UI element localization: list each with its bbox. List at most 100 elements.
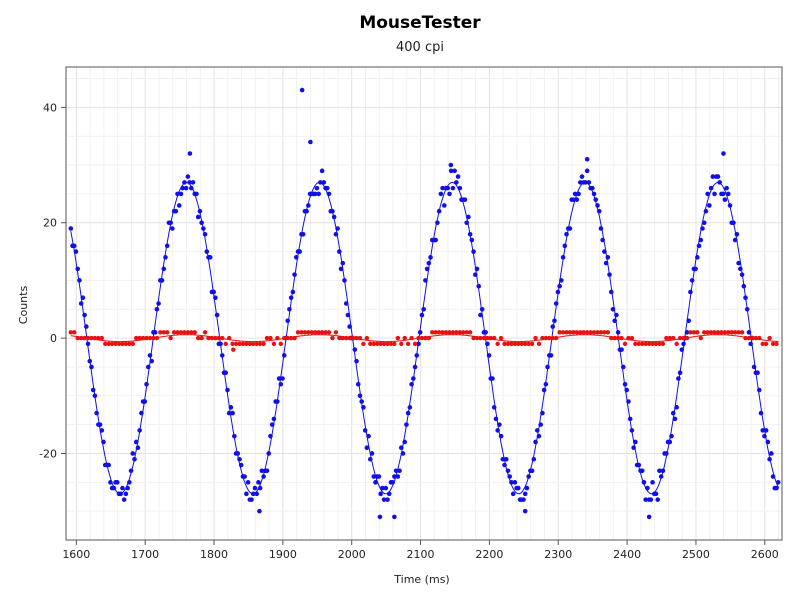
data-point-blue [467,231,473,237]
data-point-blue [390,480,395,485]
data-point-red [595,330,600,335]
data-point-blue [85,341,91,347]
data-point-blue [454,180,459,185]
data-point-blue [636,462,642,468]
data-point-blue [726,191,731,197]
data-point-red [557,330,562,335]
data-point-blue [68,226,74,231]
data-point-blue [101,439,106,445]
data-point-blue [472,272,478,277]
data-point-red [257,341,263,347]
data-point-red [509,341,514,347]
data-point-blue [512,480,518,485]
data-point-red [526,341,531,347]
chart-subtitle: 400 cpi [396,40,444,55]
data-point-blue [397,468,402,474]
data-point-blue [419,312,425,318]
data-point-blue [314,185,320,191]
data-point-blue [114,480,120,485]
data-point-blue [769,451,774,456]
data-point-blue [106,462,111,468]
data-point-blue [343,301,349,306]
data-point-blue [541,387,547,393]
data-point-blue [486,353,492,358]
data-point-red [474,335,480,341]
data-point-red [278,341,283,347]
data-point-blue [543,381,549,387]
data-point-red [726,330,731,335]
data-point-red [237,341,242,347]
data-point-red [371,341,376,347]
data-point-blue [152,330,158,335]
data-point-red [72,330,77,335]
data-point-red [763,341,769,347]
data-point-red [612,335,617,341]
data-point-blue [550,324,556,329]
data-point-blue [340,260,346,266]
data-point-blue [304,208,309,214]
data-point-blue [478,312,483,318]
data-point-red [151,335,156,341]
data-point-blue [603,260,609,266]
data-point-blue [137,428,142,433]
data-point-red [464,330,469,335]
data-point-blue [288,295,294,301]
data-point-blue [342,278,347,283]
data-point-blue [354,358,359,364]
data-point-red [461,330,466,335]
y-tick-label: 20 [43,217,57,230]
data-point-red [144,335,149,341]
data-point-red [116,341,122,347]
data-point-blue [612,318,618,324]
data-point-blue [404,422,409,427]
data-point-red [629,335,635,341]
data-point-red [323,330,328,335]
data-point-red [202,330,208,335]
data-point-red [739,330,745,335]
data-point-red [161,330,166,335]
data-point-red [120,341,125,347]
data-point-blue [82,312,87,318]
data-point-blue [746,330,752,335]
data-point-red [216,335,222,341]
data-point-red [337,335,342,341]
data-point-blue [452,168,457,174]
data-point-red [85,335,91,341]
data-point-blue [595,203,600,208]
data-point-blue [300,231,306,237]
data-point-blue [118,491,124,497]
data-point-red [433,330,438,335]
data-point-blue [763,428,769,433]
data-point-red [605,330,611,335]
data-point-red [750,335,755,341]
data-point-red [430,330,435,335]
data-point-blue [149,358,155,364]
data-point-blue [502,462,507,468]
data-point-blue [257,485,263,491]
data-point-blue [187,151,193,156]
data-point-red [732,330,738,335]
data-point-blue [378,491,383,497]
data-point-red [231,347,236,352]
data-point-red [523,341,528,347]
data-point-blue [462,197,468,202]
data-point-red [636,341,641,347]
data-point-red [137,335,142,341]
data-point-red [581,330,586,335]
data-point-red [467,330,473,335]
data-point-blue [428,255,433,260]
data-point-blue [287,306,292,312]
data-point-blue [189,185,194,191]
data-point-red [354,335,359,341]
data-point-blue [567,226,573,231]
data-point-blue [145,364,151,370]
data-point-blue [254,491,260,497]
data-point-blue [182,180,187,185]
data-point-blue [657,468,662,474]
data-point-blue [626,399,631,404]
data-point-blue [505,468,511,474]
data-point-blue [381,497,387,502]
x-tick-label: 1900 [269,548,297,561]
data-point-red [722,330,728,335]
data-point-blue [435,220,440,226]
